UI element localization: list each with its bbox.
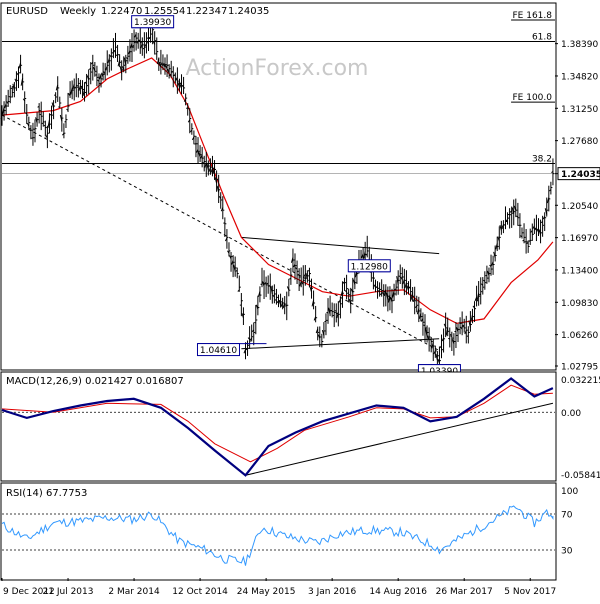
time-axis-label: 3 Jan 2016 <box>308 587 356 597</box>
price-bar-open <box>267 283 269 284</box>
price-bar-open <box>327 312 329 313</box>
price-tick-label: 1.27680 <box>561 137 598 147</box>
price-tick-label: 1.20540 <box>561 202 598 212</box>
rsi-label: RSI(14) 67.7753 <box>6 488 87 499</box>
rsi-axis: 100 70 30 <box>561 487 578 557</box>
ohlc-close: 1.24035 <box>228 6 269 17</box>
price-bar-open <box>194 144 196 145</box>
annotation-label: 1.12980 <box>351 262 388 272</box>
price-bar-open <box>112 52 114 53</box>
price-tick-label: 1.34820 <box>561 72 598 82</box>
price-bar-open <box>289 278 291 279</box>
time-axis-label: 21 Jul 2013 <box>43 587 94 597</box>
ohlc-low: 1.22347 <box>186 6 227 17</box>
time-axis-label: 2 Mar 2014 <box>108 587 160 597</box>
macd-tick-label: 0.00 <box>561 409 581 419</box>
price-tick-label: 1.13400 <box>561 266 598 276</box>
price-tick-label: 1.16970 <box>561 234 598 244</box>
price-bar-open <box>448 338 450 339</box>
macd-tick-label: 0.032215 <box>561 376 600 386</box>
macd-tick-label: -0.058413 <box>561 471 600 481</box>
price-bar-open <box>139 40 141 41</box>
price-bar-open <box>320 344 322 345</box>
time-axis-label: 26 Mar 2017 <box>436 587 493 597</box>
time-axis-label: 12 Oct 2014 <box>172 587 228 597</box>
macd-axis: 0.032215 0.00 -0.058413 <box>561 376 600 481</box>
price-bar-open <box>172 71 174 72</box>
price-tick-label: 1.38390 <box>561 40 598 50</box>
fib-level-label: 61.8 <box>532 32 552 42</box>
macd-panel-frame <box>1 372 556 481</box>
fib-level-label: 38.2 <box>532 154 552 164</box>
rsi-tick-label: 100 <box>561 487 578 497</box>
time-axis-label: 5 Nov 2017 <box>504 587 556 597</box>
price-bar-open <box>275 300 277 301</box>
macd-label: MACD(12,26,9) 0.021427 0.016807 <box>6 376 184 387</box>
price-tick-label: 1.09830 <box>561 299 598 309</box>
price-bar-open <box>450 336 452 337</box>
symbol-label: EURUSD <box>6 6 48 17</box>
price-bar-open <box>114 50 116 51</box>
time-axis-label: 24 May 2015 <box>237 587 296 597</box>
price-axis: 1.38390 1.34820 1.31250 1.27680 1.24035 1.205… <box>555 40 600 372</box>
rsi-tick-label: 30 <box>561 547 573 557</box>
price-bar-open <box>409 288 411 289</box>
price-bar-open <box>372 278 374 279</box>
rsi-tick-label: 70 <box>561 511 573 521</box>
price-bar-open <box>31 138 33 139</box>
last-price-label: 1.24035 <box>561 170 600 180</box>
fib-level-label: FE 100.0 <box>513 93 553 103</box>
price-tick-label: 1.02795 <box>561 363 598 373</box>
watermark: ActionForex.com <box>186 56 369 81</box>
price-bar-open <box>331 310 333 311</box>
price-tick-label: 1.06260 <box>561 331 598 341</box>
price-tick-label: 1.31250 <box>561 105 598 115</box>
price-bar-open <box>9 96 11 97</box>
annotation-label: 1.04610 <box>200 346 237 356</box>
annotation-label: 1.39930 <box>134 18 171 28</box>
price-bar-open <box>58 107 60 108</box>
price-bar-open <box>64 121 66 122</box>
time-axis-label: 14 Aug 2016 <box>369 587 427 597</box>
price-bar-open <box>347 293 349 294</box>
timeframe-label: Weekly <box>60 6 96 17</box>
fib-level-label: FE 161.8 <box>513 11 553 21</box>
